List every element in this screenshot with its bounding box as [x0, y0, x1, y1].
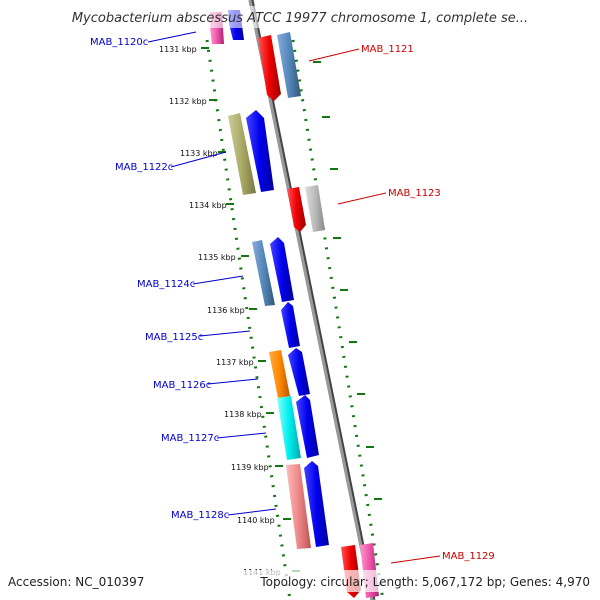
gene-label-mab1124c[interactable]: MAB_1124c [137, 279, 195, 290]
tick-label-1137: 1137 kbp [216, 358, 254, 367]
gene-feature-mab1127c[interactable] [296, 395, 319, 458]
gene-feature-mab1128c[interactable] [304, 461, 329, 547]
gene-label-mab1126c[interactable]: MAB_1126c [153, 380, 211, 391]
gene-feature-mab1121[interactable] [258, 35, 281, 101]
backbone [248, 0, 374, 600]
tick-label-1139: 1139 kbp [231, 463, 269, 472]
tick-label-1140: 1140 kbp [237, 516, 275, 525]
tick-label-1131: 1131 kbp [159, 45, 197, 54]
gene-label-mab1122c[interactable]: MAB_1122c [115, 162, 173, 173]
tick-label-1136: 1136 kbp [207, 306, 245, 315]
tick-label-1138: 1138 kbp [224, 410, 262, 419]
footer-backdrop [0, 570, 600, 592]
gene-feature-mab1126c-cog[interactable] [269, 350, 290, 398]
gene-feature-mab1123[interactable] [287, 187, 306, 232]
gene-feature-mab1122c[interactable] [246, 110, 274, 192]
gene-label-mab1121[interactable]: MAB_1121 [361, 44, 414, 55]
gene-feature-mab1125c[interactable] [281, 302, 300, 348]
left-dotted-track [205, 39, 292, 600]
leader-lines [147, 31, 441, 564]
gene-feature-mab1121-cog[interactable] [277, 32, 301, 98]
gene-feature-mab1124c-cog[interactable] [252, 240, 275, 306]
gene-label-mab1128c[interactable]: MAB_1128c [171, 510, 229, 521]
accession-text: Accession: NC_010397 [8, 575, 144, 589]
gene-label-mab1127c[interactable]: MAB_1127c [161, 433, 219, 444]
gene-feature-mab1128c-cog[interactable] [286, 464, 311, 549]
tick-label-1132: 1132 kbp [169, 97, 207, 106]
tick-label-1133: 1133 kbp [180, 149, 218, 158]
tick-label-1134: 1134 kbp [189, 201, 227, 210]
gene-feature-mab1124c[interactable] [270, 237, 294, 302]
tick-label-1135: 1135 kbp [198, 253, 236, 262]
gene-label-mab1123[interactable]: MAB_1123 [388, 188, 441, 199]
gene-feature-mab1123-cog[interactable] [305, 185, 325, 232]
gene-feature-mab1127c-cog[interactable] [277, 396, 301, 460]
title-backdrop [55, 6, 545, 28]
gene-label-mab1125c[interactable]: MAB_1125c [145, 332, 203, 343]
genome-summary-text: Topology: circular; Length: 5,067,172 bp… [259, 575, 590, 589]
gene-feature-mab1126c[interactable] [288, 348, 310, 396]
gene-label-mab1120c[interactable]: MAB_1120c [90, 37, 148, 48]
map-title: Mycobacterium abscessus ATCC 19977 chrom… [72, 11, 528, 26]
gene-feature-mab1122c-cog[interactable] [228, 113, 256, 195]
gene-label-mab1129[interactable]: MAB_1129 [442, 551, 495, 562]
